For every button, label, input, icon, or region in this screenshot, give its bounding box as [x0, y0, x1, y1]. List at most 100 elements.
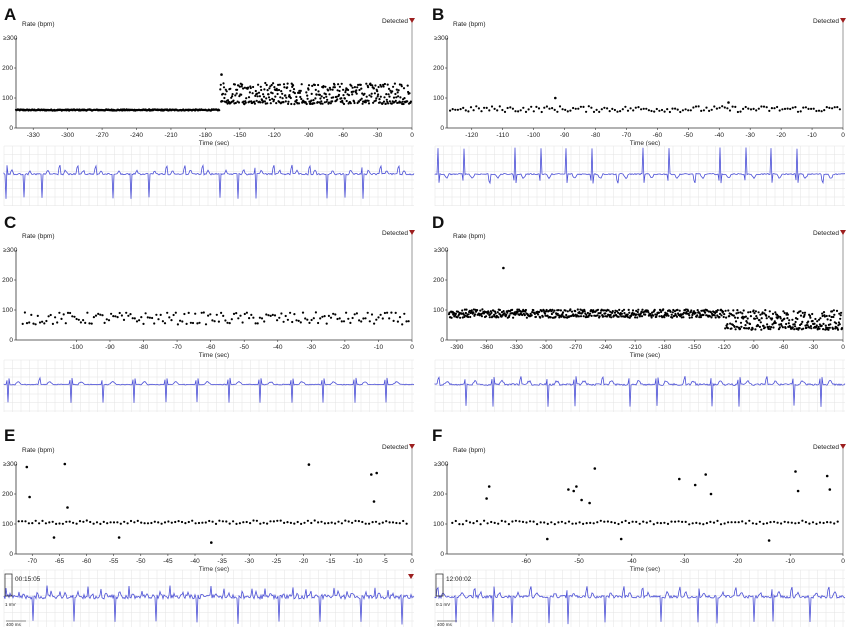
- data-point: [637, 308, 640, 311]
- x-axis-label: Time (sec): [199, 352, 229, 359]
- data-point: [835, 309, 839, 312]
- data-point: [41, 519, 44, 523]
- data-point: [292, 88, 296, 91]
- data-point: [278, 316, 281, 319]
- data-point: [836, 328, 840, 331]
- data-point: [561, 108, 564, 111]
- data-point: [235, 92, 238, 95]
- data-point: [800, 322, 803, 325]
- data-point: [782, 310, 785, 313]
- data-point: [659, 309, 662, 312]
- data-point: [363, 92, 366, 95]
- data-point: [257, 91, 261, 94]
- data-point: [810, 107, 813, 110]
- data-point: [305, 91, 308, 94]
- data-point: [696, 314, 699, 317]
- data-point: [574, 522, 578, 525]
- data-point: [656, 521, 659, 525]
- data-point: [507, 523, 510, 526]
- data-point: [820, 324, 823, 327]
- data-point: [324, 93, 327, 96]
- data-point: [739, 110, 742, 113]
- data-point: [204, 323, 208, 326]
- data-point: [715, 310, 718, 313]
- data-point: [317, 521, 320, 524]
- data-point: [259, 85, 262, 88]
- data-point: [764, 309, 767, 312]
- data-point: [823, 315, 827, 318]
- x-tick-label: -20: [340, 344, 350, 351]
- data-point: [393, 82, 396, 85]
- y-tick-label: 200: [433, 277, 444, 284]
- data-point: [276, 519, 279, 522]
- data-point: [300, 83, 303, 86]
- data-point: [331, 100, 334, 103]
- data-point: [747, 311, 750, 314]
- x-tick-label: -30: [680, 558, 690, 565]
- data-point: [699, 316, 703, 319]
- data-point: [116, 316, 119, 319]
- data-point: [801, 311, 804, 314]
- data-point: [600, 108, 603, 111]
- data-point: [480, 315, 483, 318]
- data-point: [351, 521, 354, 524]
- data-point: [454, 519, 457, 523]
- data-point: [251, 92, 254, 95]
- data-point: [469, 106, 473, 109]
- x-tick-label: -240: [130, 132, 143, 139]
- data-point: [760, 328, 763, 331]
- data-point: [700, 109, 703, 112]
- data-point: [406, 100, 409, 103]
- y-tick-label: 100: [2, 521, 13, 528]
- data-point: [496, 311, 499, 314]
- data-point: [620, 315, 623, 318]
- data-point: [299, 89, 302, 92]
- data-point: [493, 315, 496, 318]
- x-tick-label: -55: [109, 558, 119, 565]
- data-point: [652, 314, 655, 317]
- data-point: [174, 311, 177, 314]
- data-point: [758, 319, 761, 322]
- data-point: [266, 89, 269, 92]
- data-point: [160, 522, 163, 525]
- data-point: [107, 319, 111, 322]
- data-point: [733, 325, 736, 328]
- x-tick-label: -40: [715, 132, 725, 139]
- data-point: [390, 102, 393, 105]
- data-point: [228, 522, 231, 525]
- data-point: [198, 321, 201, 324]
- data-point: [493, 107, 496, 110]
- data-point: [579, 105, 583, 108]
- data-point: [396, 320, 399, 323]
- data-point: [310, 99, 313, 102]
- data-point: [304, 101, 307, 104]
- data-point: [32, 322, 35, 325]
- data-point: [315, 93, 318, 96]
- y-top-label: ≥300: [3, 35, 18, 42]
- data-point: [692, 310, 696, 313]
- data-point: [392, 85, 395, 88]
- y-tick-label: 0: [440, 337, 444, 344]
- data-point: [325, 322, 328, 325]
- data-point: [382, 85, 385, 88]
- data-point: [256, 92, 259, 95]
- data-point: [325, 95, 328, 98]
- data-point: [114, 315, 117, 318]
- data-point: [791, 318, 794, 321]
- x-tick-label: -30: [373, 132, 383, 139]
- data-point: [327, 89, 330, 92]
- data-point: [257, 83, 260, 86]
- data-point: [392, 319, 395, 322]
- data-point: [776, 105, 779, 109]
- data-point: [706, 309, 709, 312]
- data-point: [681, 520, 684, 524]
- scale-mv-label: 0.1 mV: [436, 602, 450, 607]
- data-point: [213, 320, 216, 323]
- data-point: [357, 83, 360, 86]
- data-point: [729, 322, 732, 325]
- data-point: [17, 520, 20, 523]
- data-point: [256, 322, 259, 325]
- scale-ms-label: 400 ms: [437, 622, 453, 627]
- data-point: [772, 326, 775, 329]
- data-point: [617, 522, 620, 526]
